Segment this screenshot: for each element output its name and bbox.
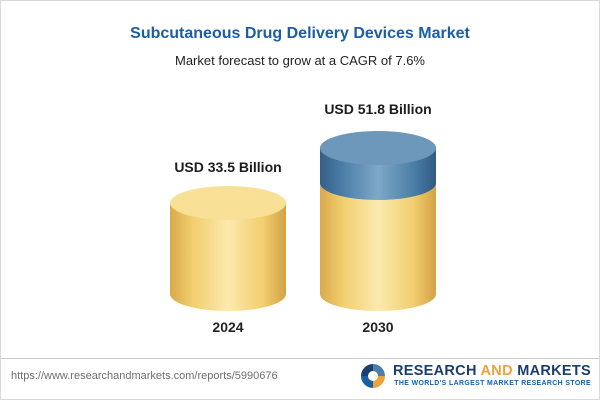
value-label-2024: USD 33.5 Billion	[174, 159, 282, 175]
bar-2024	[170, 186, 286, 311]
footer-divider	[1, 358, 599, 359]
report-url[interactable]: https://www.researchandmarkets.com/repor…	[11, 370, 278, 382]
logo-word-markets: MARKETS	[517, 363, 591, 380]
bar-2030-top-segment	[320, 131, 436, 200]
chart-subtitle: Market forecast to grow at a CAGR of 7.6…	[175, 53, 425, 68]
category-label-2024: 2024	[212, 319, 244, 335]
logo-text: RESEARCH AND MARKETS THE WORLD'S LARGEST…	[392, 363, 591, 388]
researchandmarkets-logo: RESEARCH AND MARKETS THE WORLD'S LARGEST…	[359, 362, 591, 390]
bar-2030	[320, 131, 436, 311]
logo-word-and: AND	[480, 363, 513, 380]
logo-wordmark: RESEARCH AND MARKETS	[392, 363, 591, 380]
value-label-2030: USD 51.8 Billion	[324, 101, 432, 117]
bar-2030-blue-top-ellipse	[320, 131, 436, 165]
bar-2024-top-ellipse	[170, 186, 286, 220]
researchandmarkets-logo-icon	[360, 364, 385, 388]
bar-2024-body	[170, 203, 286, 311]
category-label-2030: 2030	[362, 319, 394, 335]
logo-tagline: THE WORLD'S LARGEST MARKET RESEARCH STOR…	[394, 380, 591, 388]
chart-title: Subcutaneous Drug Delivery Devices Marke…	[130, 25, 470, 42]
logo-word-research: RESEARCH	[392, 363, 477, 380]
